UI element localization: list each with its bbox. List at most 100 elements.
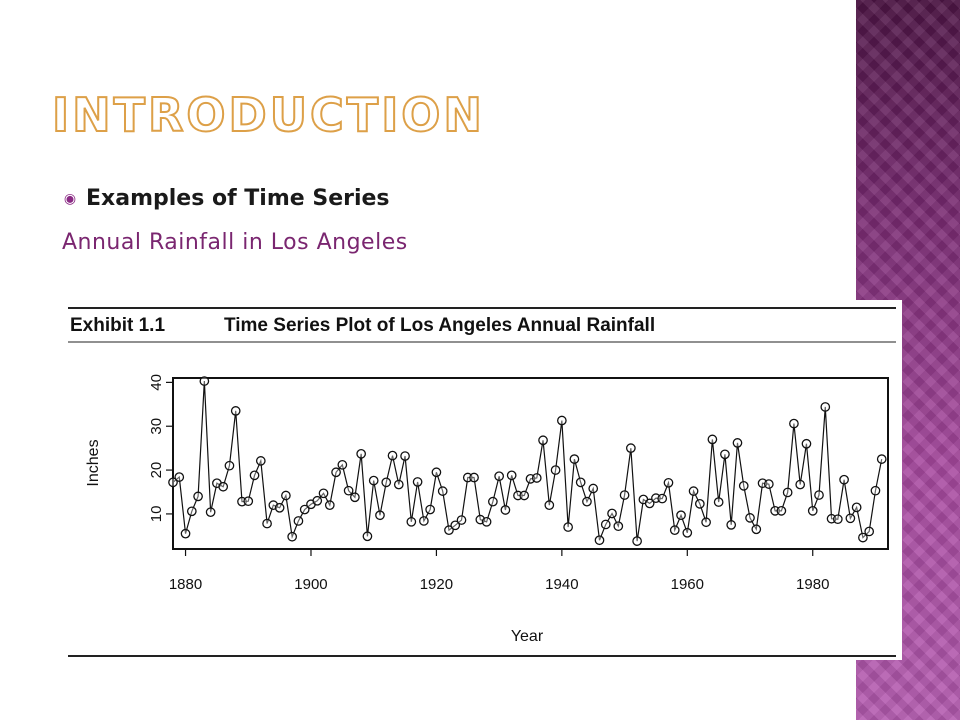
- data-point: [337, 459, 348, 470]
- data-point: [186, 506, 197, 517]
- y-tick-label: 10: [148, 506, 165, 523]
- data-point: [619, 490, 630, 500]
- data-point: [851, 502, 862, 513]
- y-tick-label: 40: [148, 374, 165, 391]
- data-point: [538, 435, 548, 446]
- data-point: [858, 532, 868, 543]
- data-point: [450, 520, 461, 531]
- data-point: [820, 402, 831, 412]
- data-point: [230, 406, 241, 416]
- data-point: [694, 498, 705, 509]
- data-point: [594, 535, 605, 546]
- data-point: [437, 486, 448, 496]
- data-point: [287, 531, 298, 542]
- slide-title: Introduction: [51, 88, 485, 142]
- data-point: [738, 481, 749, 491]
- data-point: [362, 531, 373, 542]
- data-point: [531, 473, 542, 483]
- data-point: [293, 516, 304, 526]
- y-axis: 10 20 30 40: [148, 374, 173, 522]
- data-point: [801, 438, 812, 449]
- data-point: [763, 479, 774, 489]
- exhibit-label: Exhibit 1.1: [70, 315, 165, 336]
- x-axis: 1880 1900 1920 1940 1960 1980: [169, 549, 829, 593]
- data-point: [168, 477, 178, 488]
- data-point: [600, 519, 611, 530]
- x-tick-label: 1940: [545, 576, 578, 593]
- data-point: [387, 450, 398, 461]
- data-point: [557, 415, 567, 426]
- data-point: [669, 525, 680, 535]
- data-point: [682, 527, 693, 538]
- data-point: [795, 479, 806, 490]
- data-point: [249, 470, 260, 481]
- data-point: [575, 477, 586, 488]
- target-bullet-icon: ◉: [63, 191, 77, 207]
- data-point: [732, 438, 743, 448]
- x-tick-label: 1900: [294, 576, 327, 593]
- data-point: [368, 475, 379, 486]
- data-point: [713, 497, 724, 507]
- data-point: [563, 522, 573, 532]
- data-point: [839, 474, 849, 485]
- bullet-item: ◉ Examples of Time Series: [62, 184, 390, 214]
- data-point: [870, 485, 881, 496]
- data-point: [180, 528, 191, 539]
- data-point: [676, 510, 686, 521]
- plot-frame: [172, 377, 889, 550]
- data-point: [506, 470, 517, 481]
- data-point: [425, 504, 435, 515]
- data-point: [444, 525, 454, 535]
- data-point: [663, 477, 674, 488]
- data-point: [544, 500, 555, 511]
- data-point: [519, 490, 530, 501]
- data-point: [406, 516, 417, 527]
- data-point: [205, 507, 216, 518]
- x-tick-label: 1920: [420, 576, 453, 593]
- data-point: [707, 434, 718, 445]
- data-point: [701, 517, 711, 528]
- data-point: [876, 454, 887, 464]
- bullet-text: Examples of Time Series: [86, 186, 390, 211]
- data-point: [776, 506, 787, 516]
- data-point: [789, 418, 799, 429]
- data-point: [419, 516, 429, 526]
- x-tick-label: 1980: [796, 576, 829, 593]
- data-point: [494, 471, 504, 482]
- data-point: [613, 521, 624, 532]
- data-point: [193, 491, 203, 502]
- data-point: [324, 500, 335, 511]
- data-point: [488, 496, 498, 507]
- series-points: [168, 376, 887, 546]
- data-point: [726, 520, 737, 530]
- x-tick-label: 1960: [671, 576, 704, 593]
- data-point: [814, 490, 824, 500]
- data-point: [412, 477, 423, 487]
- data-point: [299, 504, 310, 515]
- series-line: [172, 381, 883, 542]
- data-point: [318, 488, 329, 499]
- slide-subtitle: Annual Rainfall in Los Angeles: [62, 230, 408, 255]
- data-point: [375, 510, 385, 521]
- data-point: [626, 443, 636, 454]
- data-point: [582, 496, 592, 507]
- data-point: [500, 505, 511, 515]
- data-point: [343, 485, 354, 496]
- data-point: [807, 506, 818, 516]
- y-tick-label: 20: [148, 462, 165, 479]
- data-point: [381, 477, 392, 488]
- data-point: [845, 513, 856, 524]
- data-point: [864, 526, 875, 537]
- data-point: [262, 518, 272, 529]
- data-point: [751, 524, 762, 535]
- data-point: [657, 493, 668, 504]
- chart-figure: Exhibit 1.1 Time Series Plot of Los Ange…: [56, 300, 902, 660]
- data-point: [224, 460, 235, 471]
- data-point: [218, 481, 229, 492]
- data-point: [243, 496, 254, 507]
- data-point: [588, 483, 599, 494]
- data-point: [431, 467, 442, 478]
- data-point: [456, 515, 467, 525]
- x-axis-label: Year: [511, 628, 544, 645]
- data-point: [720, 449, 730, 460]
